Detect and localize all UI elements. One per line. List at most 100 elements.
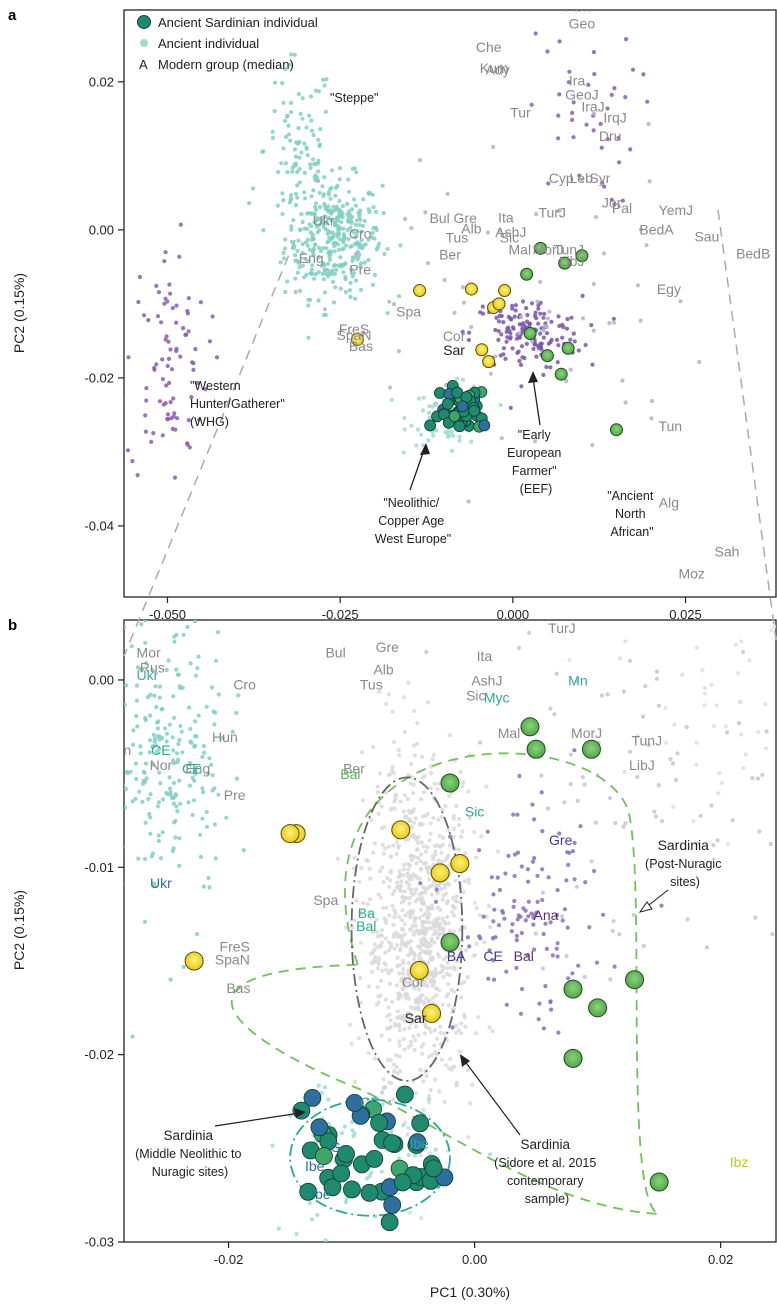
panel-b-cloud-0-point: [157, 746, 162, 752]
panel-b-cloud-1-point: [408, 912, 413, 917]
panel-a-cloud-0-point: [350, 255, 355, 260]
panel-b-cloud-1-point: [472, 900, 477, 905]
panel-a-cloud-6-point: [547, 309, 552, 314]
panel-b-cloud-1-point: [411, 873, 416, 878]
panel-a-cloud-0-point: [385, 246, 390, 251]
panel-b-cloud-1-point: [444, 971, 450, 977]
panel-b-cloud-1-point: [388, 1018, 393, 1023]
panel-b-cloud-4-point: [641, 943, 646, 949]
panel-b-cloud-1-point: [377, 689, 382, 695]
panel-a-cloud-0-point: [334, 232, 339, 237]
panel-b-cloud-2-point: [537, 1001, 542, 1006]
panel-b-cloud-3-point: [307, 1201, 312, 1206]
panel-b-cloud-1-point: [387, 968, 393, 973]
panel-b-cloud-4-point: [770, 932, 775, 937]
panel-a-x-tick-label: 0.000: [497, 607, 530, 622]
panel-b-cloud-2-point: [572, 877, 577, 882]
panel-a-cloud-6-point: [315, 179, 320, 184]
panel-b-cloud-1-point: [408, 781, 413, 786]
panel-b-cloud-1-point: [451, 929, 456, 934]
panel-a-cloud-0-point: [360, 223, 366, 229]
panel-b-cloud-1-point: [406, 1125, 411, 1131]
panel-a-cloud-0-point: [311, 252, 316, 257]
panel-b-cloud-3-point: [380, 1090, 385, 1095]
panel-b-cloud-5-point: [635, 733, 640, 739]
panel-a-cloud-0-point: [289, 227, 294, 232]
panel-b-cloud-2-point: [492, 977, 497, 982]
panel-b-cloud-4-point: [711, 843, 716, 848]
panel-b-cloud-1-point: [406, 968, 411, 973]
panel-a-cloud-5-point: [620, 198, 626, 203]
panel-b-cloud-1-point: [466, 877, 471, 882]
panel-b-cloud-1-point: [450, 895, 456, 901]
panel-a-highlight-green-point: [554, 367, 568, 381]
panel-b-cloud-0-point: [155, 720, 160, 725]
panel-a-group-label: Spa: [396, 304, 421, 320]
panel-b-cloud-0-point: [167, 786, 173, 791]
panel-b-cloud-0-point: [144, 776, 149, 781]
panel-b-cloud-1-point: [372, 947, 377, 953]
annotation-mn-line3: Nuragic sites): [152, 1165, 228, 1179]
panel-a-cloud-0-point: [302, 170, 307, 175]
panel-a-cloud-3-point: [501, 346, 506, 351]
panel-b-cloud-5-point: [664, 740, 669, 746]
panel-b-cloud-3-point: [369, 1170, 374, 1175]
panel-b-cloud-2-point: [511, 904, 516, 910]
panel-b-cloud-0-point: [119, 855, 123, 859]
panel-a-cloud-2-point: [433, 402, 438, 408]
panel-b-cloud-0-point: [167, 722, 172, 727]
annotation-ana-line3: African": [610, 525, 653, 539]
panel-b-cloud-0-point: [69, 814, 73, 818]
panel-a-cloud-6-point: [418, 158, 423, 163]
panel-a-cloud-6-point: [697, 359, 702, 365]
panel-b-cloud-1-point: [430, 903, 435, 908]
panel-b-cloud-0-point: [170, 735, 175, 740]
panel-b-group-label: Rus: [140, 660, 165, 676]
panel-b-cloud-1-point: [421, 913, 426, 918]
panel-a-cloud-5-point: [584, 122, 589, 127]
panel-a-cloud-4-point: [165, 412, 170, 417]
panel-a-cloud-0-point: [363, 242, 368, 247]
panel-b-cloud-1-point: [447, 733, 452, 738]
panel-b-cloud-1-point: [397, 753, 402, 758]
panel-b-cloud-0-point: [152, 736, 157, 742]
panel-b-cloud-1-point: [451, 835, 456, 840]
panel-a-cloud-2-point: [409, 423, 414, 428]
panel-b-cloud-1-point: [390, 999, 395, 1004]
panel-b-cloud-1-point: [401, 862, 407, 867]
panel-b-cloud-0-point: [89, 768, 93, 772]
panel-b-cloud-0-point: [210, 685, 215, 690]
panel-a-cloud-0-point: [321, 225, 326, 230]
annotation-ana-line1: "Ancient: [607, 489, 654, 503]
panel-b-cloud-0-point: [187, 760, 193, 766]
panel-b-cloud-4-point: [760, 772, 765, 778]
panel-b-cloud-0-point: [109, 700, 113, 704]
arrow-contemporary: [463, 1059, 521, 1136]
panel-b-cloud-1-point: [379, 940, 385, 945]
panel-b-cloud-0-point: [147, 750, 152, 755]
panel-b-cloud-1-point: [358, 909, 363, 914]
panel-b-cloud-1-point: [378, 895, 383, 900]
panel-a-cloud-3-point: [496, 329, 501, 334]
panel-b-cloud-2-point: [502, 916, 507, 921]
panel-b-ancient-sardinian-point: [323, 1178, 342, 1197]
panel-b-cloud-1-point: [386, 940, 391, 945]
panel-a-cloud-1-point: [305, 153, 310, 158]
panel-b-cloud-1-point: [375, 784, 380, 789]
panel-b-highlight-green-point: [581, 739, 601, 759]
panel-b-group-label: Mal: [498, 725, 521, 741]
panel-a-cloud-3-point: [520, 355, 525, 360]
panel-a-cloud-0-point: [316, 270, 321, 275]
panel-a-cloud-4-point: [203, 387, 208, 392]
panel-b-cloud-1-point: [433, 928, 438, 934]
panel-a-cloud-0-point: [366, 190, 371, 196]
panel-a-cloud-0-point: [313, 201, 319, 206]
panel-a-cloud-0-point: [366, 237, 371, 242]
panel-b-cloud-1-point: [453, 898, 458, 904]
panel-a-cloud-3-point: [480, 311, 486, 316]
panel-a-cloud-2-point: [416, 396, 422, 401]
panel-b-cloud-1-point: [394, 792, 399, 798]
panel-a-highlight-yellow-point: [475, 343, 489, 357]
panel-b-cloud-1-point: [420, 930, 425, 936]
panel-b-cloud-0-point: [148, 815, 153, 820]
